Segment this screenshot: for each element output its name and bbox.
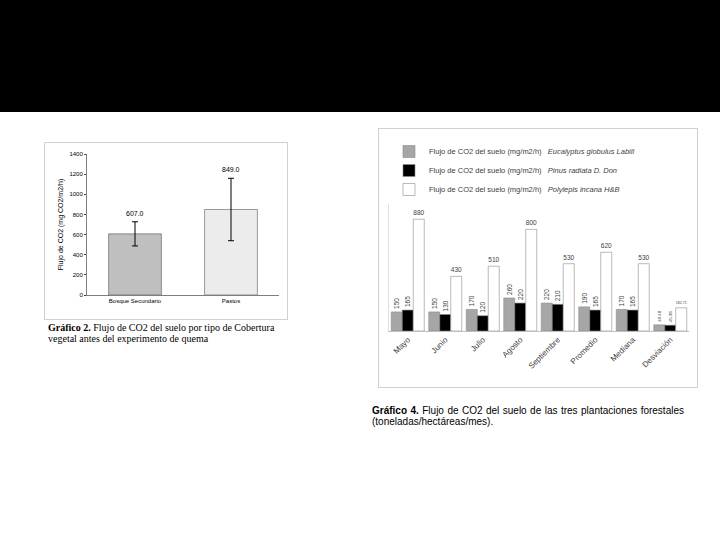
svg-text:Septiembre: Septiembre bbox=[527, 335, 563, 371]
svg-text:Mayo: Mayo bbox=[392, 335, 413, 356]
svg-text:182.71: 182.71 bbox=[676, 301, 687, 305]
svg-text:220: 220 bbox=[517, 289, 524, 300]
svg-text:200: 200 bbox=[73, 272, 84, 278]
svg-text:165: 165 bbox=[592, 296, 599, 307]
svg-text:1400: 1400 bbox=[69, 151, 83, 157]
svg-text:150: 150 bbox=[393, 298, 400, 309]
svg-text:Promedio: Promedio bbox=[569, 335, 600, 366]
svg-text:Pastos: Pastos bbox=[222, 298, 240, 304]
svg-text:170: 170 bbox=[468, 295, 475, 306]
svg-text:Flujo de CO2 del suelo (mg/m2/: Flujo de CO2 del suelo (mg/m2/h) Pinus r… bbox=[429, 166, 617, 175]
html-text:Gráfico 2. Flujo de CO2 del su: Gráfico 2. Flujo de CO2 del suelo por ti… bbox=[48, 322, 275, 344]
svg-text:48.48: 48.48 bbox=[657, 310, 662, 321]
svg-text:Flujo de CO2 del suelo (mg/m2/: Flujo de CO2 del suelo (mg/m2/h) Polylep… bbox=[429, 185, 620, 194]
svg-text:150: 150 bbox=[431, 298, 438, 309]
svg-text:800: 800 bbox=[73, 212, 84, 218]
svg-text:1000: 1000 bbox=[69, 191, 83, 197]
svg-text:210: 210 bbox=[554, 290, 561, 301]
html-text:Gráfico 4. Flujo de CO2 del su: Gráfico 4. Flujo de CO2 del suelo de las… bbox=[372, 405, 684, 427]
svg-text:Mediana: Mediana bbox=[609, 335, 637, 363]
svg-text:530: 530 bbox=[563, 254, 574, 261]
svg-text:130: 130 bbox=[442, 300, 449, 311]
svg-text:430: 430 bbox=[451, 266, 462, 273]
svg-text:Flujo de CO2 del suelo (mg/m2/: Flujo de CO2 del suelo (mg/m2/h) Eucalyp… bbox=[429, 147, 634, 156]
svg-text:220: 220 bbox=[543, 289, 550, 300]
svg-text:607.0: 607.0 bbox=[126, 210, 144, 217]
svg-text:165: 165 bbox=[404, 296, 411, 307]
svg-text:600: 600 bbox=[73, 232, 84, 238]
svg-text:620: 620 bbox=[601, 242, 612, 249]
svg-text:880: 880 bbox=[413, 209, 424, 216]
svg-text:165: 165 bbox=[629, 296, 636, 307]
svg-text:Junio: Junio bbox=[430, 335, 450, 355]
svg-text:190: 190 bbox=[581, 293, 588, 304]
svg-text:Desviación: Desviación bbox=[640, 335, 674, 369]
svg-text:45.38: 45.38 bbox=[668, 311, 673, 322]
svg-text:Julio: Julio bbox=[469, 335, 487, 353]
svg-text:170: 170 bbox=[618, 295, 625, 306]
svg-text:400: 400 bbox=[73, 252, 84, 258]
svg-text:530: 530 bbox=[638, 254, 649, 261]
svg-text:120: 120 bbox=[479, 301, 486, 312]
svg-text:510: 510 bbox=[488, 256, 499, 263]
svg-text:1200: 1200 bbox=[69, 171, 83, 177]
svg-text:Agosto: Agosto bbox=[501, 335, 525, 359]
svg-text:Bosque Secundario: Bosque Secundario bbox=[109, 298, 162, 304]
svg-text:Flujo de CO2 (mg CO2/m2/h): Flujo de CO2 (mg CO2/m2/h) bbox=[57, 179, 65, 270]
svg-text:260: 260 bbox=[506, 284, 513, 295]
svg-text:800: 800 bbox=[526, 219, 537, 226]
svg-text:849.0: 849.0 bbox=[222, 166, 240, 173]
svg-text:0: 0 bbox=[79, 292, 83, 298]
